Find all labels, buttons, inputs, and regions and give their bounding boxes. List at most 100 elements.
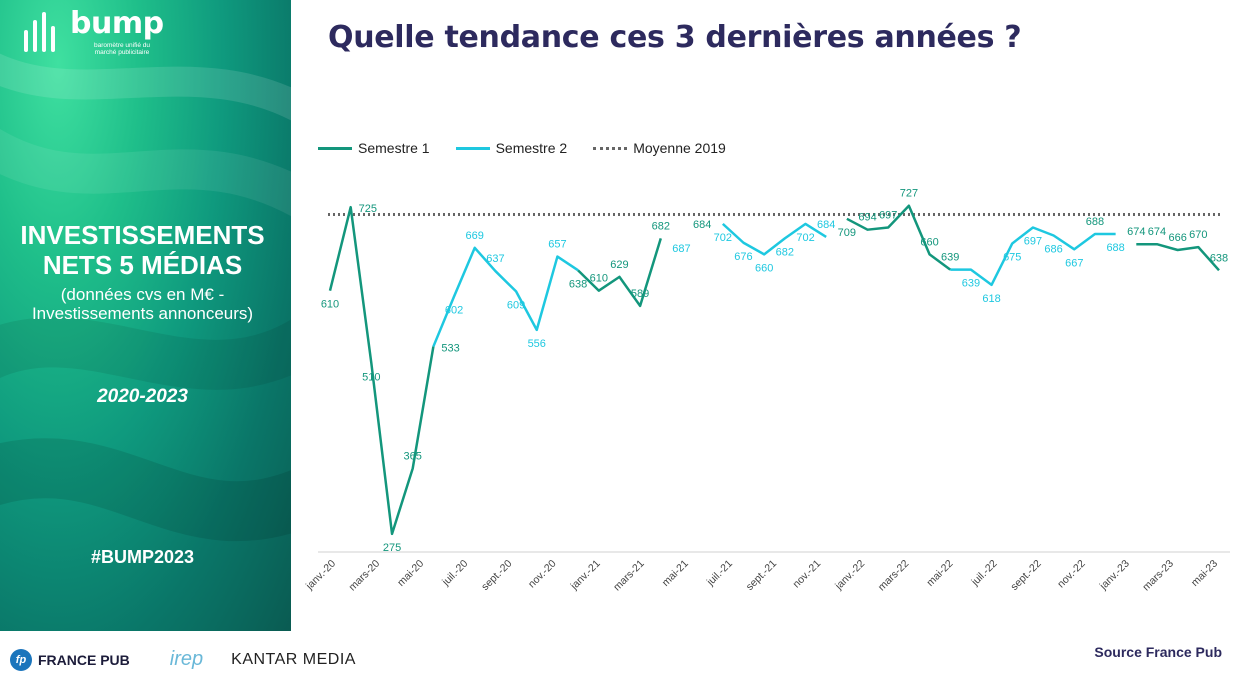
data-label: 725 bbox=[359, 203, 377, 215]
x-tick-label: janv.-22 bbox=[832, 558, 867, 593]
x-tick-label: nov.-22 bbox=[1055, 558, 1088, 591]
x-tick-label: mars-23 bbox=[1140, 558, 1176, 594]
data-label: 688 bbox=[1086, 216, 1104, 228]
data-label: 675 bbox=[1003, 251, 1021, 263]
data-label: 638 bbox=[569, 278, 587, 290]
data-label: 602 bbox=[445, 304, 463, 316]
sidebar-subtitle-line2: Investissements annonceurs) bbox=[31, 304, 254, 323]
data-label: 687 bbox=[672, 243, 690, 255]
legend-swatch-semestre1 bbox=[318, 146, 352, 150]
data-label: 610 bbox=[590, 273, 608, 285]
data-label: 639 bbox=[962, 278, 980, 290]
x-tick-label: mars-20 bbox=[347, 558, 383, 594]
data-label: 637 bbox=[486, 253, 504, 265]
x-tick-label: sept.-21 bbox=[744, 558, 779, 593]
series-semestre1-line bbox=[577, 238, 662, 308]
footer-logos: fp FRANCE PUB irep KANTAR MEDIA bbox=[10, 648, 356, 671]
series-semestre2-line bbox=[950, 226, 1116, 287]
sidebar-subtitle: (données cvs en M€ - Investissements ann… bbox=[0, 285, 285, 323]
data-label: 365 bbox=[404, 451, 422, 463]
page-title: Quelle tendance ces 3 dernières années ? bbox=[328, 20, 1022, 55]
sidebar-swirl-decoration bbox=[0, 53, 291, 542]
sidebar-title: INVESTISSEMENTS NETS 5 MÉDIAS bbox=[0, 220, 285, 280]
data-label: 610 bbox=[321, 299, 339, 311]
x-tick-label: mai-23 bbox=[1189, 558, 1220, 589]
data-label: 638 bbox=[1210, 252, 1228, 264]
x-tick-label: nov.-21 bbox=[791, 558, 824, 591]
legend-item-moyenne: Moyenne 2019 bbox=[593, 140, 726, 156]
legend-swatch-semestre2 bbox=[455, 146, 490, 150]
data-label: 727 bbox=[900, 188, 918, 200]
data-label: 684 bbox=[817, 219, 835, 231]
legend-label-semestre1: Semestre 1 bbox=[358, 140, 430, 156]
sidebar-title-line2: NETS 5 MÉDIAS bbox=[42, 250, 243, 280]
data-label: 660 bbox=[755, 262, 773, 274]
sidebar: bump baromètre unifié du marché publicit… bbox=[0, 0, 291, 631]
series-semestre2-line bbox=[432, 246, 579, 348]
legend-label-moyenne: Moyenne 2019 bbox=[633, 140, 726, 156]
sidebar-years: 2020-2023 bbox=[97, 386, 188, 407]
sidebar-title-line1: INVESTISSEMENTS bbox=[20, 220, 265, 250]
x-tick-label: sept.-22 bbox=[1008, 558, 1043, 593]
data-label: 510 bbox=[362, 371, 380, 383]
x-tick-label: mai-20 bbox=[395, 558, 426, 589]
x-tick-label: janv.-23 bbox=[1097, 558, 1132, 593]
data-label: 702 bbox=[714, 232, 732, 244]
data-label: 688 bbox=[1106, 242, 1124, 254]
data-label: 667 bbox=[1065, 257, 1083, 269]
series-semestre1-line bbox=[846, 204, 951, 271]
sidebar-hashtag: #BUMP2023 bbox=[90, 547, 195, 567]
x-tick-label: juil.-21 bbox=[704, 558, 735, 589]
data-label: 666 bbox=[1168, 232, 1186, 244]
data-label: 556 bbox=[528, 338, 546, 350]
series-semestre1-line bbox=[1136, 242, 1220, 272]
x-tick-label: nov.-20 bbox=[526, 558, 559, 591]
data-label: 589 bbox=[631, 288, 649, 300]
france-pub-logo-text: FRANCE PUB bbox=[38, 651, 130, 668]
bump-logo-icon bbox=[24, 12, 55, 52]
data-label: 674 bbox=[1127, 226, 1145, 238]
data-label: 682 bbox=[652, 220, 670, 232]
data-label: 639 bbox=[941, 252, 959, 264]
data-label: 682 bbox=[776, 246, 794, 258]
x-tick-label: mars-21 bbox=[611, 558, 647, 594]
x-tick-label: mai-22 bbox=[924, 558, 955, 589]
x-tick-label: mars-22 bbox=[876, 558, 912, 594]
x-tick-label: sept.-20 bbox=[479, 558, 514, 593]
data-label: 709 bbox=[838, 227, 856, 239]
x-tick-label: janv.-20 bbox=[303, 558, 338, 593]
data-label: 629 bbox=[610, 259, 628, 271]
irep-logo: irep bbox=[169, 648, 204, 670]
data-label: 670 bbox=[1189, 229, 1207, 241]
data-label: 618 bbox=[982, 293, 1000, 305]
source-note: Source France Pub bbox=[1094, 644, 1222, 660]
data-label: 669 bbox=[466, 230, 484, 242]
x-tick-label: janv.-21 bbox=[568, 558, 603, 593]
data-label: 686 bbox=[1044, 243, 1062, 255]
data-label: 676 bbox=[734, 251, 752, 263]
data-label: 694 bbox=[858, 212, 876, 224]
series-semestre1-line bbox=[328, 205, 435, 536]
data-label: 533 bbox=[441, 343, 459, 355]
brand-name: bump bbox=[70, 6, 164, 41]
legend-item-semestre2: Semestre 2 bbox=[455, 140, 568, 156]
x-tick-label: mai-21 bbox=[660, 558, 691, 589]
chart-legend: Semestre 1 Semestre 2 Moyenne 2019 bbox=[318, 140, 752, 156]
legend-label-semestre2: Semestre 2 bbox=[495, 140, 568, 156]
data-label: 660 bbox=[920, 236, 938, 248]
brand-subtitle: baromètre unifié du marché publicitaire bbox=[93, 42, 150, 56]
data-label: 609 bbox=[507, 299, 525, 311]
data-label: 275 bbox=[383, 542, 401, 554]
x-tick-label: juil.-22 bbox=[969, 558, 1000, 589]
data-label: 684 bbox=[693, 219, 711, 231]
sidebar-subtitle-line1: (données cvs en M€ - bbox=[60, 285, 225, 304]
data-label: 697 bbox=[879, 210, 897, 222]
data-label: 702 bbox=[796, 232, 814, 244]
data-label: 657 bbox=[548, 239, 566, 251]
legend-item-semestre1: Semestre 1 bbox=[318, 140, 430, 156]
kantar-media-logo: KANTAR MEDIA bbox=[231, 650, 356, 668]
france-pub-icon: fp bbox=[10, 648, 32, 671]
data-label: 674 bbox=[1148, 226, 1166, 238]
data-label: 697 bbox=[1024, 236, 1042, 248]
